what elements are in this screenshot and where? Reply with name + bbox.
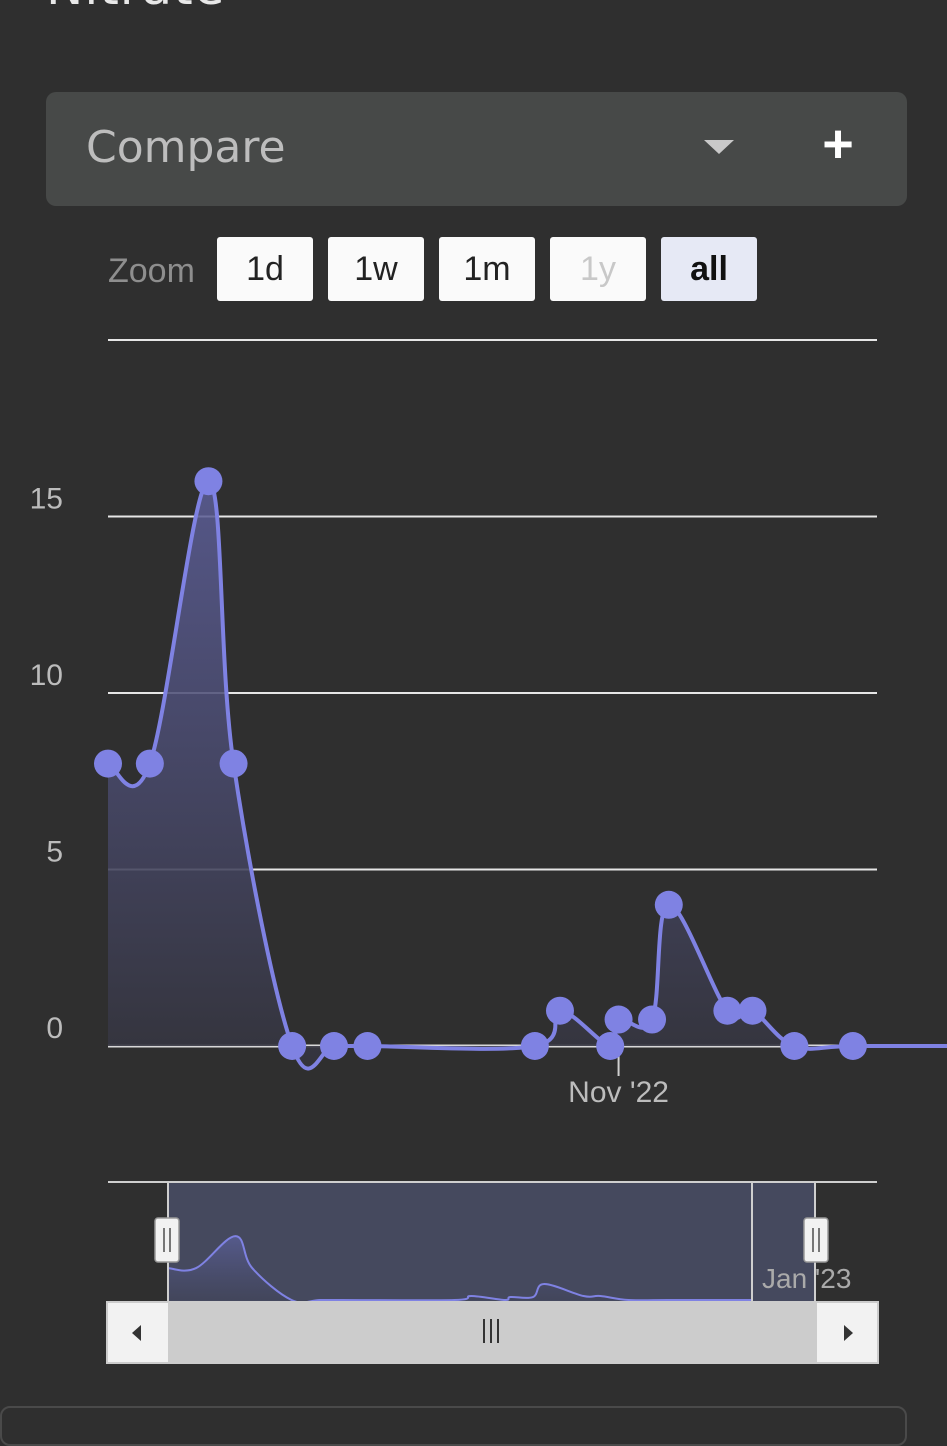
chevron-down-icon[interactable]	[704, 140, 734, 154]
zoom-1d-button[interactable]: 1d	[217, 237, 313, 301]
compare-placeholder: Compare	[86, 122, 286, 173]
data-point[interactable]	[319, 1032, 348, 1060]
next-panel	[0, 1406, 907, 1446]
data-point[interactable]	[278, 1032, 307, 1060]
data-point[interactable]	[604, 1005, 633, 1034]
navigator-tick-label: Jan '23	[762, 1263, 851, 1294]
scrollbar[interactable]	[106, 1301, 879, 1364]
scrollbar-thumb[interactable]	[168, 1303, 817, 1362]
data-point[interactable]	[738, 996, 767, 1025]
grip-lines-icon	[483, 1319, 499, 1343]
navigator[interactable]: Jan '23	[108, 1181, 877, 1304]
data-point[interactable]	[194, 467, 223, 496]
arrow-right-icon[interactable]	[844, 1325, 853, 1341]
data-point[interactable]	[654, 890, 683, 919]
page-title: Nitrate	[46, 0, 225, 16]
data-point[interactable]	[780, 1032, 809, 1060]
data-point[interactable]	[713, 996, 742, 1025]
zoom-1w-button[interactable]: 1w	[328, 237, 424, 301]
zoom-1y-button: 1y	[550, 237, 646, 301]
data-point[interactable]	[596, 1032, 625, 1060]
data-point[interactable]	[638, 1005, 667, 1034]
navigator-line	[167, 1235, 752, 1304]
data-point[interactable]	[219, 749, 248, 778]
compare-dropdown[interactable]: Compare +	[46, 92, 907, 206]
zoom-all-button[interactable]: all	[661, 237, 757, 301]
navigator-left-handle[interactable]	[154, 1217, 180, 1263]
y-tick-label: 5	[46, 836, 63, 869]
y-tick-label: 10	[30, 659, 63, 692]
arrow-left-icon[interactable]	[132, 1325, 141, 1341]
data-point[interactable]	[520, 1032, 549, 1060]
navigator-right-handle[interactable]	[803, 1217, 829, 1263]
navigator-area	[168, 1236, 752, 1303]
data-point[interactable]	[353, 1032, 382, 1060]
x-tick-label: Nov '22	[568, 1076, 669, 1109]
data-point[interactable]	[135, 749, 164, 778]
y-tick-label: 0	[46, 1012, 63, 1045]
zoom-label: Zoom	[108, 252, 195, 290]
zoom-1m-button[interactable]: 1m	[439, 237, 535, 301]
plus-icon[interactable]: +	[822, 114, 854, 174]
data-point[interactable]	[838, 1032, 867, 1060]
data-point[interactable]	[545, 996, 574, 1025]
y-tick-label: 15	[30, 483, 63, 516]
data-point[interactable]	[94, 749, 122, 778]
